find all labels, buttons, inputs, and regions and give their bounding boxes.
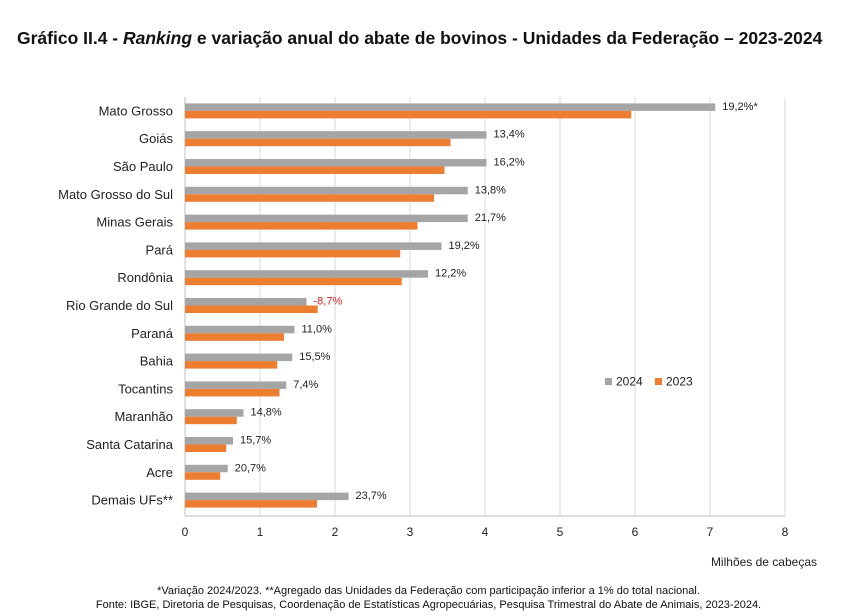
bar-2024 <box>185 270 428 278</box>
bar-2024 <box>185 492 349 501</box>
data-label: 23,7% <box>356 490 387 502</box>
bar-2024 <box>185 131 487 139</box>
category-label: Maranhão <box>114 409 173 424</box>
x-tick-label: 2 <box>332 525 339 539</box>
bar-2023 <box>185 166 445 174</box>
bar-2024 <box>185 353 293 362</box>
data-label: 16,2% <box>494 157 525 169</box>
category-label: Santa Catarina <box>86 437 173 452</box>
x-tick-label: 8 <box>782 525 789 539</box>
bar-2023 <box>185 416 237 425</box>
data-label: 13,8% <box>475 184 506 196</box>
data-label: 13,4% <box>494 129 525 141</box>
category-label: Tocantins <box>118 381 173 396</box>
legend-swatch-2023 <box>655 378 662 385</box>
bar-2023 <box>185 305 318 313</box>
category-label: Mato Grosso do Sul <box>58 187 173 202</box>
category-label: São Paulo <box>113 159 173 174</box>
category-label: Acre <box>146 465 173 480</box>
data-label: 15,7% <box>240 435 271 447</box>
data-label: 15,5% <box>299 351 330 363</box>
bar-2024 <box>185 159 487 167</box>
bar-2023 <box>185 444 227 452</box>
bar-2024 <box>185 464 228 473</box>
bar-2023 <box>185 138 451 147</box>
bar-2023 <box>185 472 221 480</box>
data-label: 12,2% <box>435 268 466 280</box>
bar-2024 <box>185 437 233 445</box>
bar-2024 <box>185 186 468 195</box>
data-label: 19,2% <box>449 240 480 252</box>
category-label: Demais UFs** <box>91 493 173 508</box>
category-label: Paraná <box>131 326 174 341</box>
data-label: 21,7% <box>475 212 506 224</box>
category-label: Pará <box>146 242 174 257</box>
bar-2024 <box>185 325 295 334</box>
bar-2023 <box>185 388 280 397</box>
bar-2023 <box>185 194 434 202</box>
bar-2023 <box>185 500 317 508</box>
x-tick-label: 3 <box>407 525 414 539</box>
category-label: Mato Grosso <box>99 103 173 118</box>
legend-label-2024: 2024 <box>616 375 643 389</box>
data-label: 7,4% <box>293 379 318 391</box>
bar-2023 <box>185 361 278 369</box>
bar-2024 <box>185 242 442 250</box>
bar-2023 <box>185 222 418 230</box>
footnote: *Variação 2024/2023. **Agregado das Unid… <box>157 585 700 597</box>
title-prefix: Gráfico II.4 - <box>17 28 123 48</box>
x-tick-label: 7 <box>707 525 714 539</box>
category-label: Goiás <box>139 131 173 146</box>
x-axis-label: Milhões de cabeças <box>711 555 817 569</box>
category-label: Rondônia <box>117 270 173 285</box>
category-label: Minas Gerais <box>96 215 173 230</box>
bar-chart: 0 1 2 3 4 5 6 7 8 Milhões de cabeças Mato Grosso 19… <box>58 97 817 569</box>
data-label: -8,7% <box>314 296 343 308</box>
x-tick-label: 5 <box>557 525 564 539</box>
data-label: 14,8% <box>251 407 282 419</box>
bar-2024 <box>185 381 287 389</box>
data-label: 11,0% <box>302 323 333 335</box>
bar-2024 <box>185 214 468 223</box>
category-label: Rio Grande do Sul <box>66 298 173 313</box>
legend-label-2023: 2023 <box>666 375 693 389</box>
x-tick-label: 1 <box>257 525 264 539</box>
bar-2024 <box>185 298 307 306</box>
category-label: Bahia <box>140 354 174 369</box>
bar-2024 <box>185 409 244 417</box>
x-tick-label: 0 <box>182 525 189 539</box>
chart-title: Gráfico II.4 - Ranking e variação anual … <box>17 27 837 49</box>
bar-2023 <box>185 110 632 119</box>
source-note: Fonte: IBGE, Diretoria de Pesquisas, Coo… <box>95 599 762 611</box>
bar-2023 <box>185 277 402 286</box>
x-tick-label: 6 <box>632 525 639 539</box>
title-rest: e variação anual do abate de bovinos - U… <box>192 28 823 48</box>
title-emphasis: Ranking <box>123 28 193 48</box>
bar-2023 <box>185 333 284 341</box>
legend-swatch-2024 <box>605 378 612 385</box>
x-tick-label: 4 <box>482 525 489 539</box>
data-label: 19,2%* <box>722 101 758 113</box>
bar-2024 <box>185 103 716 111</box>
bar-2023 <box>185 249 401 258</box>
data-label: 20,7% <box>235 462 266 474</box>
